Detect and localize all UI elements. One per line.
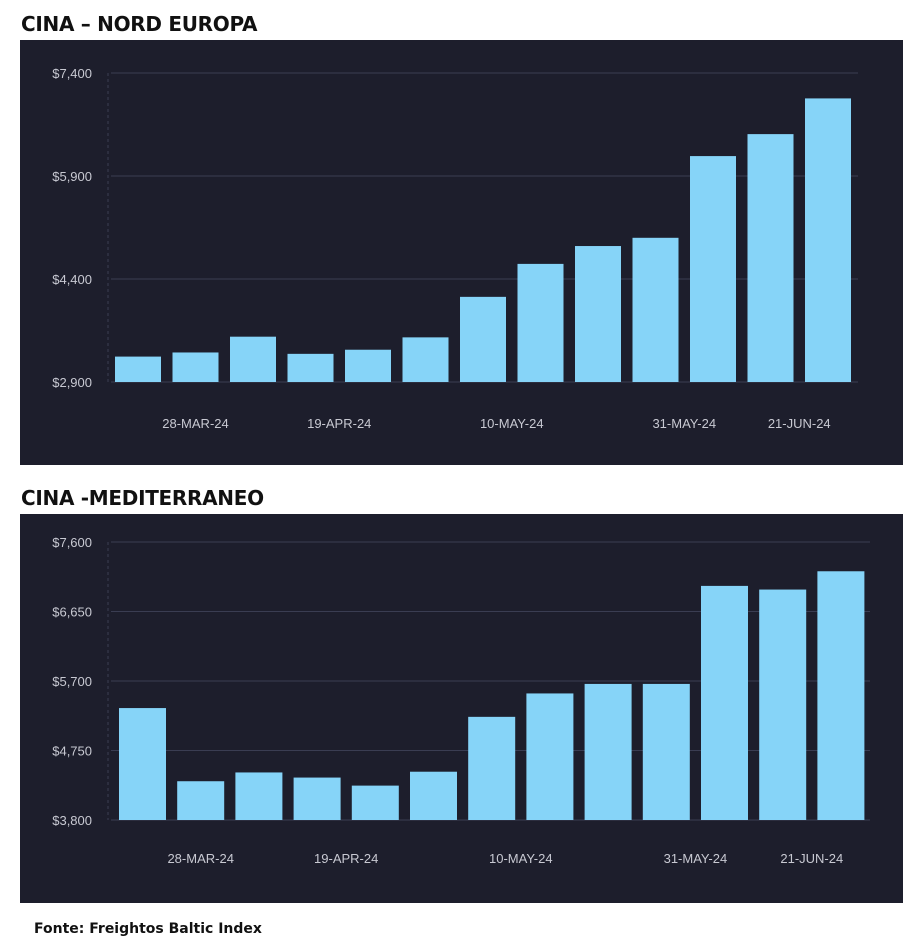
bar	[293, 777, 341, 820]
chart-panel-mediterraneo: $7,600 $6,650 $5,700 $4,750 $3,800 28-MAR-24 1…	[20, 514, 903, 903]
x-tick-label: 19-APR-24	[307, 416, 371, 431]
x-tick-label: 19-APR-24	[314, 851, 378, 866]
y-tick-label: $7,600	[52, 535, 92, 550]
bar	[701, 585, 748, 820]
bar	[690, 156, 736, 382]
y-tick-label: $5,900	[52, 169, 92, 184]
bar	[115, 356, 161, 382]
bar	[642, 683, 690, 820]
bar	[410, 771, 457, 820]
chart-title-mediterraneo: CINA -MEDITERRANEO	[21, 486, 264, 510]
bar	[747, 134, 794, 382]
bar	[805, 98, 851, 382]
y-tick-label: $7,400	[52, 66, 92, 81]
bar	[172, 352, 219, 382]
bar	[517, 263, 564, 382]
y-tick-label: $3,800	[52, 813, 92, 828]
bar	[468, 716, 516, 820]
x-tick-label: 10-MAY-24	[489, 851, 553, 866]
bar	[345, 349, 391, 382]
bar	[402, 337, 449, 382]
chart-title-nord-europa: CINA – NORD EUROPA	[21, 12, 258, 36]
bar	[235, 772, 283, 820]
bar	[526, 693, 574, 820]
y-tick-label: $2,900	[52, 375, 92, 390]
bar	[119, 708, 166, 820]
bar	[759, 589, 807, 820]
y-tick-label: $5,700	[52, 674, 92, 689]
bar	[230, 336, 276, 382]
y-tick-label: $4,750	[52, 744, 92, 759]
y-tick-label: $4,400	[52, 272, 92, 287]
x-tick-label: 10-MAY-24	[480, 416, 544, 431]
bar	[817, 571, 865, 820]
x-tick-label: 21-JUN-24	[780, 851, 843, 866]
bar	[177, 781, 225, 820]
bar-chart-mediterraneo: $7,600 $6,650 $5,700 $4,750 $3,800 28-MAR-24 1…	[52, 535, 870, 866]
bar	[575, 246, 621, 382]
bar	[351, 785, 399, 820]
x-tick-label: 31-MAY-24	[652, 416, 716, 431]
x-tick-label: 28-MAR-24	[162, 416, 228, 431]
bar	[632, 237, 679, 382]
x-tick-label: 21-JUN-24	[768, 416, 831, 431]
x-tick-label: 31-MAY-24	[664, 851, 728, 866]
x-tick-label: 28-MAR-24	[167, 851, 233, 866]
bar	[584, 683, 632, 820]
bar-chart-nord-europa: $7,400 $5,900 $4,400 $2,900 28-MAR-24 19-APR-…	[52, 66, 858, 431]
chart-panel-nord-europa: $7,400 $5,900 $4,400 $2,900 28-MAR-24 19-APR-…	[20, 40, 903, 465]
bar	[287, 353, 334, 382]
bar	[460, 296, 506, 382]
y-tick-label: $6,650	[52, 605, 92, 620]
source-footer: Fonte: Freightos Baltic Index	[34, 921, 262, 937]
